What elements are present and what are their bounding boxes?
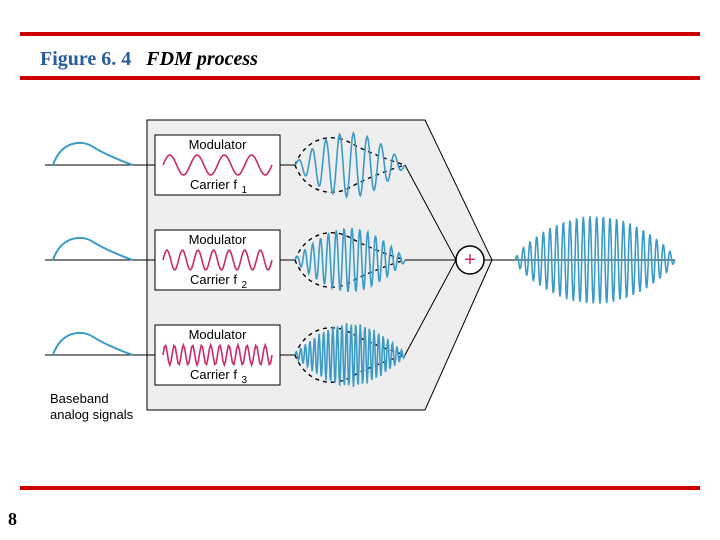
fdm-diagram: Modulator Carrier f 1 Modulator Carrier f 2 Mo… [45, 110, 685, 440]
baseband-signal [53, 143, 133, 165]
modulator-label: Modulator [189, 232, 247, 247]
baseband-label: Baseband [50, 391, 109, 406]
figure-number: Figure 6. 4 [40, 48, 131, 70]
carrier-label: Carrier f [190, 177, 237, 192]
page-number: 8 [8, 509, 17, 530]
modulator-label: Modulator [189, 327, 247, 342]
svg-text:2: 2 [242, 280, 248, 291]
rule-bottom [20, 486, 700, 490]
baseband-signal [53, 333, 133, 355]
slide: Figure 6. 4 FDM process Modulator Carrier… [0, 0, 720, 540]
baseband-signal [53, 238, 133, 260]
carrier-label: Carrier f [190, 367, 237, 382]
baseband-label: analog signals [50, 407, 134, 422]
svg-text:1: 1 [242, 185, 248, 196]
svg-text:3: 3 [242, 375, 248, 386]
figure-caption: FDM process [146, 48, 258, 70]
modulator-label: Modulator [189, 137, 247, 152]
figure-title: Figure 6. 4 FDM process [40, 48, 258, 71]
rule-under-title [20, 76, 700, 80]
fdm-composite-signal [515, 216, 675, 303]
carrier-label: Carrier f [190, 272, 237, 287]
plus-icon: + [464, 249, 476, 271]
rule-top [20, 32, 700, 36]
